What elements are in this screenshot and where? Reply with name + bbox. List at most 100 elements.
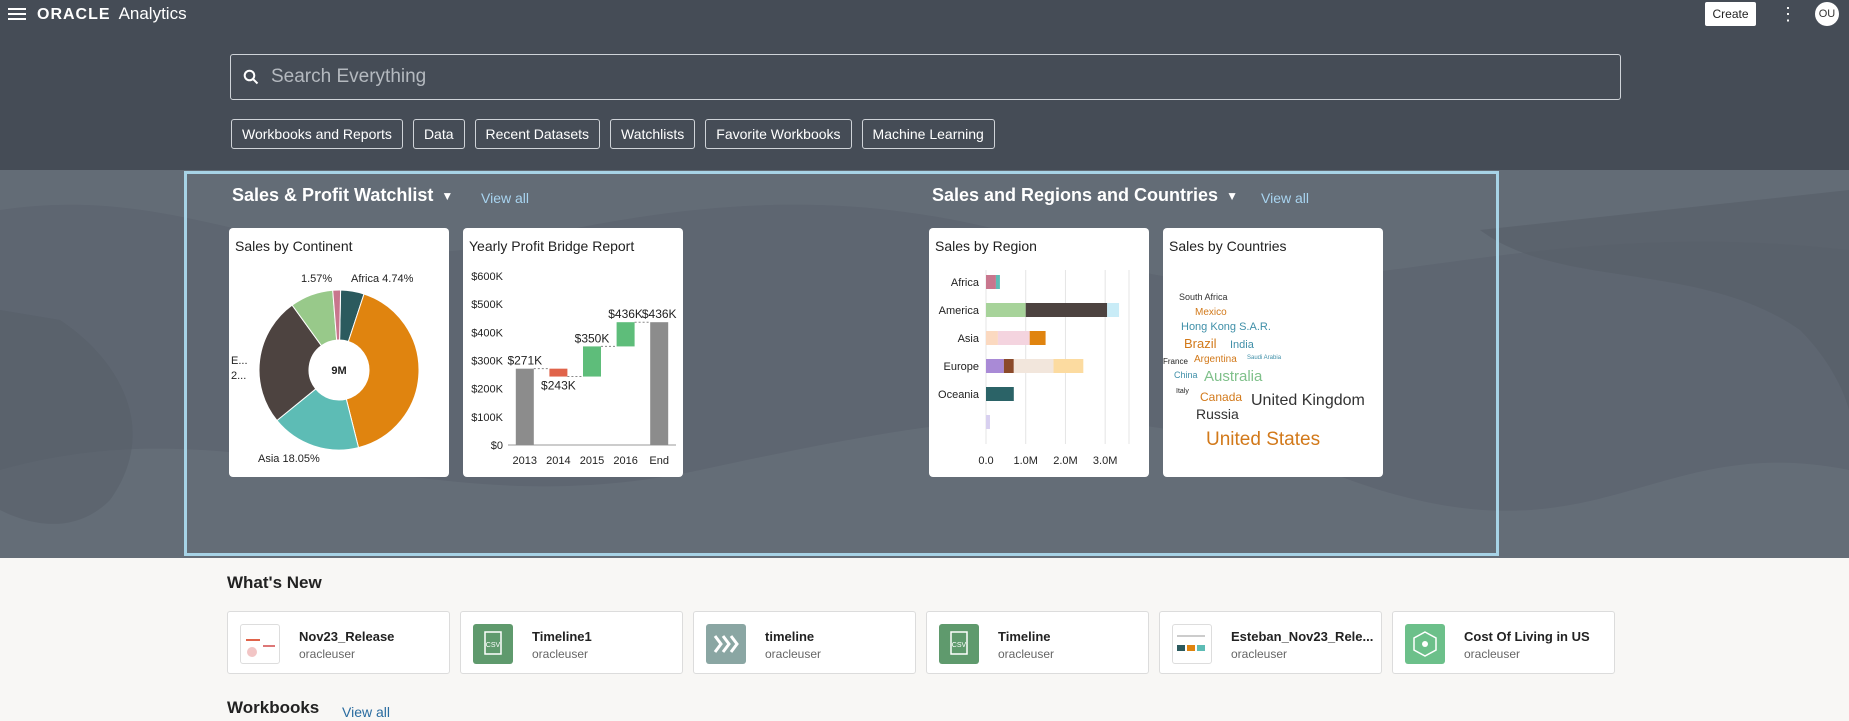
watchlist-title-text: Sales and Regions and Countries <box>932 185 1219 205</box>
x-tick-label: 1.0M <box>1013 455 1037 467</box>
card-yearly-profit-bridge[interactable]: Yearly Profit Bridge Report $0 $100K $200K… <box>463 228 683 477</box>
item-owner: oracleuser <box>299 647 356 661</box>
y-tick-label: Oceania <box>938 389 980 401</box>
hamburger-menu-icon[interactable] <box>6 5 28 25</box>
csv-icon: CSV <box>473 624 513 664</box>
card-sales-by-region[interactable]: Sales by Region 0.0 1.0M 2.0M 3.0M Africa Ame… <box>929 228 1149 477</box>
card-title: Sales by Continent <box>235 238 353 254</box>
chip-data[interactable]: Data <box>412 119 465 149</box>
item-title: Timeline <box>998 629 1051 644</box>
search-box[interactable] <box>230 54 1621 100</box>
word-cloud-word: South Africa <box>1179 292 1228 302</box>
create-button[interactable]: Create <box>1705 2 1756 26</box>
watchlist-title-sales-profit[interactable]: Sales & Profit Watchlist ▼ <box>232 185 453 206</box>
data-label: $271K <box>507 354 542 368</box>
workbook-thumbnail <box>240 624 280 664</box>
user-avatar[interactable]: OU <box>1815 2 1839 26</box>
bar-segment <box>1003 359 1014 373</box>
bar-segment <box>986 415 990 429</box>
chevron-down-icon[interactable]: ▼ <box>441 188 454 203</box>
svg-text:CSV: CSV <box>486 642 501 649</box>
filter-chips: Workbooks and Reports Data Recent Datase… <box>231 119 995 149</box>
y-tick-label: Europe <box>944 361 979 373</box>
word-cloud: South Africa Mexico Hong Kong S.A.R. Brazil… <box>1163 292 1365 450</box>
word-cloud-word: Russia <box>1196 406 1239 422</box>
top-header: ORACLE Analytics Create ⋮ OU Workbooks a… <box>0 0 1849 170</box>
workbook-thumbnail <box>1172 624 1212 664</box>
workbooks-view-all-link[interactable]: View all <box>342 704 390 720</box>
watchlist-title-text: Sales & Profit Watchlist <box>232 185 434 205</box>
y-tick-label: $500K <box>471 299 503 311</box>
banner-background-pattern <box>0 170 1849 558</box>
chip-machine-learning[interactable]: Machine Learning <box>861 119 995 149</box>
word-cloud-word: Argentina <box>1194 354 1237 365</box>
card-title: Sales by Countries <box>1169 238 1287 254</box>
whats-new-item[interactable]: Nov23_Release oracleuser <box>227 611 450 674</box>
whats-new-item[interactable]: timeline oracleuser <box>693 611 916 674</box>
item-title: timeline <box>765 629 815 644</box>
data-label: $350K <box>575 331 610 345</box>
y-tick-label: $600K <box>471 271 503 283</box>
chevron-down-icon[interactable]: ▼ <box>1226 188 1238 203</box>
bar-segment <box>1053 359 1084 373</box>
bar-segment <box>986 359 1004 373</box>
bar-segment <box>986 303 1026 317</box>
word-cloud-word: Australia <box>1204 368 1263 385</box>
search-input[interactable] <box>269 65 1620 89</box>
item-owner: oracleuser <box>1231 647 1288 661</box>
bar-segment <box>1013 359 1054 373</box>
view-all-link-sales-profit[interactable]: View all <box>481 190 529 206</box>
dataflow-icon <box>706 624 746 664</box>
product-name: Analytics <box>118 4 187 23</box>
word-cloud-word: Mexico <box>1195 307 1227 318</box>
chip-recent-datasets[interactable]: Recent Datasets <box>474 119 601 149</box>
bar-segment <box>986 331 998 345</box>
view-all-link-regions[interactable]: View all <box>1261 190 1309 206</box>
pie-label: Asia 18.05% <box>258 453 320 465</box>
more-options-icon[interactable]: ⋮ <box>1779 4 1797 24</box>
chip-watchlists[interactable]: Watchlists <box>610 119 696 149</box>
whats-new-item[interactable]: CSV Timeline oracleuser <box>926 611 1149 674</box>
y-tick-label: America <box>939 305 980 317</box>
bar-segment <box>997 331 1030 345</box>
word-cloud-word: Brazil <box>1184 336 1217 351</box>
watchlist-frame <box>184 171 1499 556</box>
y-tick-label: $0 <box>491 440 503 452</box>
waterfall-bar <box>616 322 635 347</box>
x-tick-label: 3.0M <box>1093 455 1117 467</box>
word-cloud-word: United States <box>1206 429 1320 450</box>
word-cloud-word: Italy <box>1176 388 1189 395</box>
item-title: Esteban_Nov23_Rele... <box>1231 629 1374 644</box>
pie-label: E... <box>231 355 248 367</box>
pie-label: 1.57% <box>301 273 332 285</box>
watchlist-title-regions[interactable]: Sales and Regions and Countries ▼ <box>932 185 1238 206</box>
bar-segment <box>1107 303 1120 317</box>
whats-new-item[interactable]: Esteban_Nov23_Rele... oracleuser <box>1159 611 1382 674</box>
word-cloud-word: Hong Kong S.A.R. <box>1181 321 1271 333</box>
x-tick-label: 2014 <box>546 455 570 467</box>
waterfall-bar <box>549 368 568 377</box>
word-cloud-word: India <box>1230 339 1255 351</box>
workbooks-title: Workbooks <box>227 698 320 717</box>
bar-segment <box>1029 331 1046 345</box>
chip-favorite-workbooks[interactable]: Favorite Workbooks <box>705 119 852 149</box>
card-sales-by-continent[interactable]: Sales by Continent 9M Africa 4.74% 1.57% As… <box>229 228 449 477</box>
bar-segment <box>986 387 1014 401</box>
chip-workbooks-reports[interactable]: Workbooks and Reports <box>231 119 403 149</box>
waterfall-bar <box>650 322 669 445</box>
word-cloud-word: France <box>1163 357 1188 366</box>
pie-label: Africa 4.74% <box>351 273 414 285</box>
whats-new-item[interactable]: Cost Of Living in US oracleuser <box>1392 611 1615 674</box>
card-sales-by-countries[interactable]: Sales by Countries South Africa Mexico Hon… <box>1163 228 1383 477</box>
item-title: Nov23_Release <box>299 629 395 644</box>
word-cloud-word: Saudi Arabia <box>1247 355 1282 361</box>
whats-new-item[interactable]: CSV Timeline1 oracleuser <box>460 611 683 674</box>
csv-icon: CSV <box>939 624 979 664</box>
stacked-bar-chart: 0.0 1.0M 2.0M 3.0M Africa America Asia Europe Oc… <box>938 270 1130 467</box>
pie-slice <box>258 304 323 422</box>
bar-segment <box>986 275 996 289</box>
waterfall-chart: $0 $100K $200K $300K $400K $500K $600K $271K 201… <box>471 271 676 467</box>
pie-chart: 9M Africa 4.74% 1.57% Asia 18.05% E... 2... <box>231 273 420 465</box>
bar-segment <box>995 275 1000 289</box>
pie-slice <box>345 293 420 449</box>
